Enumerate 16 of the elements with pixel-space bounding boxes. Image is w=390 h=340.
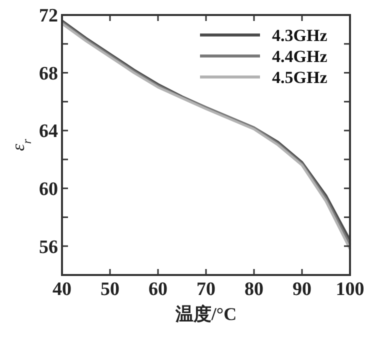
legend-label: 4.3GHz xyxy=(272,26,328,45)
legend-label: 4.5GHz xyxy=(272,68,328,87)
y-tick-label: 68 xyxy=(39,63,58,84)
x-tick-label: 40 xyxy=(52,279,72,300)
legend-label: 4.4GHz xyxy=(272,46,328,66)
y-tick-label: 72 xyxy=(39,6,58,27)
x-tick-label: 80 xyxy=(244,279,264,300)
y-tick-label: 56 xyxy=(39,236,58,258)
x-tick-label: 100 xyxy=(336,279,364,300)
y-tick-label: 64 xyxy=(39,121,58,142)
x-tick-label: 90 xyxy=(292,279,312,300)
x-tick-label: 50 xyxy=(100,279,120,300)
x-tick-label: 70 xyxy=(196,279,216,300)
x-axis-title: 温度/°C xyxy=(174,304,237,324)
y-tick-label: 60 xyxy=(39,178,58,200)
x-tick-label: 60 xyxy=(148,279,168,300)
